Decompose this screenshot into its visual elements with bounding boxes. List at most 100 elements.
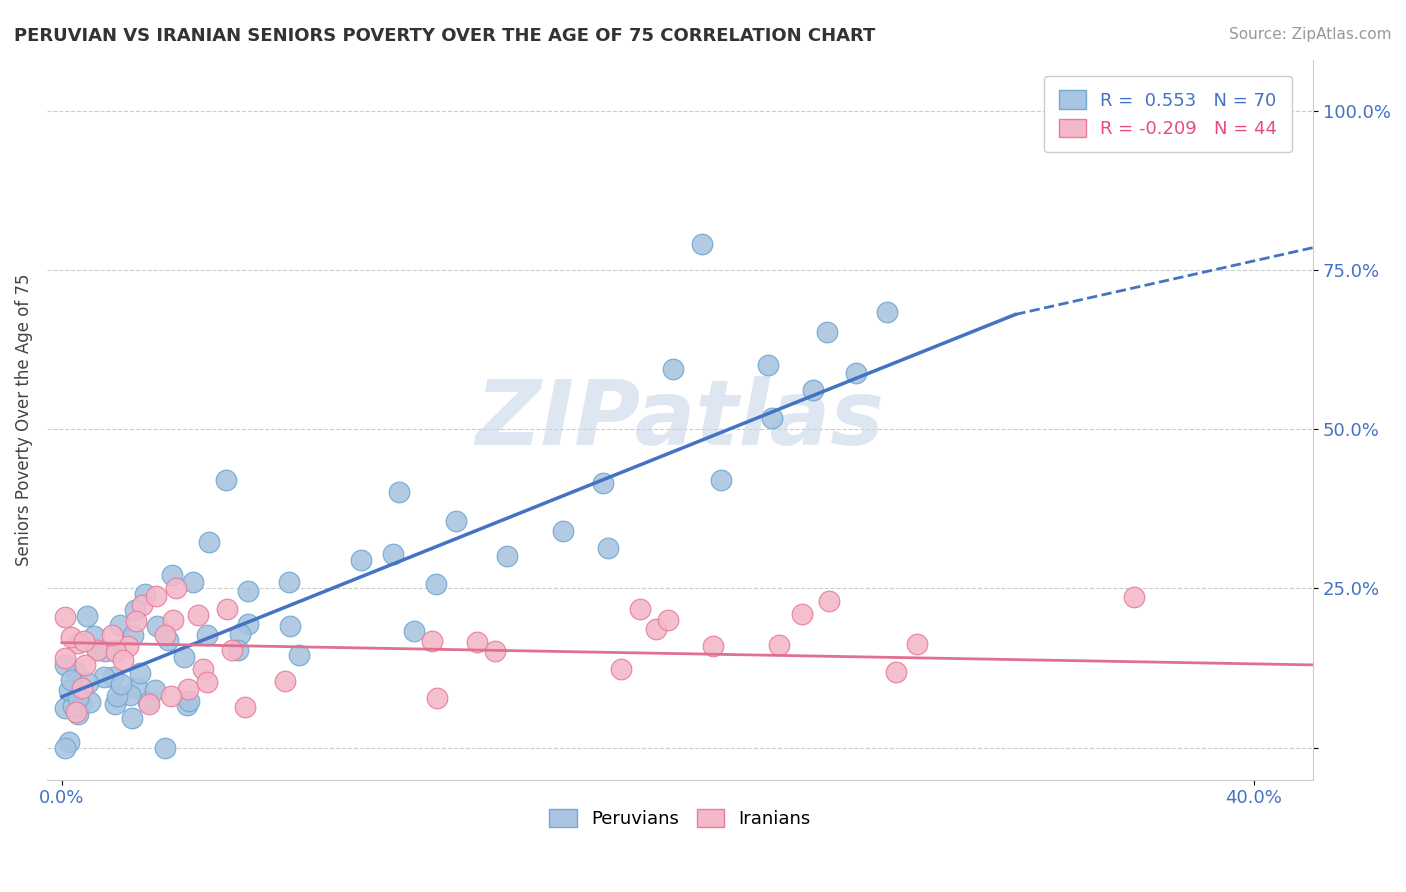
Point	[657, 613, 679, 627]
Point	[77, 676, 100, 690]
Point	[62, 698, 84, 713]
Point	[198, 534, 221, 549]
Point	[105, 690, 128, 704]
Point	[592, 475, 614, 490]
Point	[125, 681, 148, 696]
Point	[112, 653, 135, 667]
Point	[226, 642, 249, 657]
Point	[426, 690, 449, 705]
Point	[105, 645, 128, 659]
Point	[86, 643, 108, 657]
Point	[60, 630, 83, 644]
Point	[598, 541, 620, 555]
Point	[108, 617, 131, 632]
Point	[229, 626, 252, 640]
Point	[484, 644, 506, 658]
Point	[67, 707, 90, 722]
Point	[233, 700, 256, 714]
Point	[65, 706, 87, 720]
Point	[801, 384, 824, 398]
Point	[187, 608, 209, 623]
Point	[768, 638, 790, 652]
Point	[195, 627, 218, 641]
Point	[905, 637, 928, 651]
Point	[103, 669, 125, 683]
Point	[59, 673, 82, 687]
Point	[278, 574, 301, 589]
Point	[145, 589, 167, 603]
Point	[73, 633, 96, 648]
Point	[131, 598, 153, 612]
Point	[195, 675, 218, 690]
Point	[53, 657, 76, 672]
Point	[138, 697, 160, 711]
Point	[221, 642, 243, 657]
Point	[790, 607, 813, 622]
Point	[388, 484, 411, 499]
Point	[350, 552, 373, 566]
Legend: Peruvians, Iranians: Peruvians, Iranians	[543, 802, 818, 836]
Point	[609, 662, 631, 676]
Y-axis label: Seniors Poverty Over the Age of 75: Seniors Poverty Over the Age of 75	[15, 273, 32, 566]
Point	[288, 648, 311, 662]
Point	[425, 576, 447, 591]
Point	[702, 640, 724, 654]
Point	[236, 584, 259, 599]
Point	[67, 690, 90, 705]
Point	[845, 366, 868, 380]
Point	[134, 587, 156, 601]
Point	[215, 473, 238, 487]
Point	[76, 609, 98, 624]
Point	[66, 636, 89, 650]
Text: Source: ZipAtlas.com: Source: ZipAtlas.com	[1229, 27, 1392, 42]
Point	[129, 666, 152, 681]
Point	[160, 690, 183, 704]
Point	[496, 549, 519, 563]
Point	[69, 697, 91, 711]
Point	[122, 628, 145, 642]
Point	[761, 411, 783, 425]
Point	[70, 681, 93, 695]
Point	[661, 361, 683, 376]
Point	[53, 651, 76, 665]
Point	[217, 602, 239, 616]
Point	[165, 581, 187, 595]
Point	[876, 305, 898, 319]
Point	[117, 639, 139, 653]
Point	[1123, 590, 1146, 604]
Point	[53, 609, 76, 624]
Point	[120, 688, 142, 702]
Point	[162, 613, 184, 627]
Point	[83, 629, 105, 643]
Point	[179, 693, 201, 707]
Point	[58, 683, 80, 698]
Point	[53, 740, 76, 755]
Point	[236, 616, 259, 631]
Point	[86, 643, 108, 657]
Point	[136, 695, 159, 709]
Point	[710, 473, 733, 487]
Point	[273, 674, 295, 689]
Point	[65, 665, 87, 680]
Point	[278, 619, 301, 633]
Point	[155, 628, 177, 642]
Point	[815, 325, 838, 339]
Point	[143, 682, 166, 697]
Point	[817, 594, 839, 608]
Point	[177, 681, 200, 696]
Point	[465, 635, 488, 649]
Point	[110, 676, 132, 690]
Point	[157, 633, 180, 648]
Point	[53, 701, 76, 715]
Point	[444, 514, 467, 528]
Point	[756, 358, 779, 372]
Point	[125, 615, 148, 629]
Point	[104, 697, 127, 711]
Point	[628, 602, 651, 616]
Point	[176, 698, 198, 712]
Point	[181, 574, 204, 589]
Point	[121, 711, 143, 725]
Point	[173, 650, 195, 665]
Point	[381, 548, 404, 562]
Point	[644, 622, 666, 636]
